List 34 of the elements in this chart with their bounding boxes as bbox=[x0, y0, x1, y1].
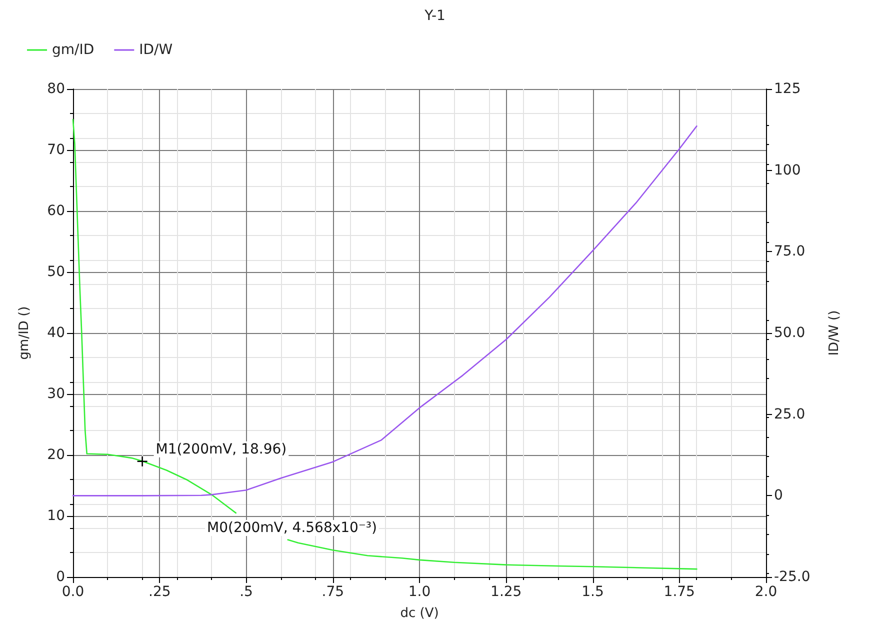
annotation: M1(200mV, 18.96) bbox=[156, 441, 287, 458]
annotation: M0(200mV, 4.568x10⁻³) bbox=[207, 520, 377, 536]
x-tick-label: .75 bbox=[322, 584, 344, 600]
y-tick-label: 70 bbox=[47, 142, 65, 158]
x-tick-label: .5 bbox=[240, 584, 253, 600]
y-tick-label: 50 bbox=[47, 264, 65, 280]
chart-title: Y-1 bbox=[424, 8, 446, 24]
x-tick-label: .25 bbox=[148, 584, 171, 600]
y2-tick-label: -25.0 bbox=[774, 569, 810, 585]
y-tick-label: 40 bbox=[47, 325, 65, 341]
x-tick-label: 1.75 bbox=[664, 584, 695, 600]
y2-tick-label: 75.0 bbox=[774, 244, 806, 260]
y2-tick-label: 50.0 bbox=[774, 325, 806, 341]
y-tick-label: 60 bbox=[47, 203, 65, 219]
x-axis-title: dc (V) bbox=[400, 606, 439, 621]
x-tick-label: 1.25 bbox=[490, 584, 522, 600]
y-tick-label: 20 bbox=[47, 447, 65, 463]
y-tick-label: 10 bbox=[47, 508, 65, 524]
x-tick-label: 1.0 bbox=[408, 584, 431, 600]
y2-tick-label: 0 bbox=[774, 488, 783, 504]
y2-axis-title: ID/W () bbox=[827, 310, 842, 356]
y-tick-label: 80 bbox=[47, 81, 65, 97]
x-tick-label: 2.0 bbox=[754, 584, 778, 600]
line-series bbox=[72, 125, 698, 496]
y2-tick-label: 100 bbox=[774, 162, 801, 178]
x-tick-label: 0.0 bbox=[62, 584, 84, 600]
y2-tick-label: 125 bbox=[774, 81, 801, 97]
legend-label: gm/ID bbox=[52, 42, 94, 58]
y-axis-title: gm/ID () bbox=[17, 306, 32, 360]
y-tick-label: 0 bbox=[56, 569, 65, 585]
x-tick-label: 1.5 bbox=[582, 584, 604, 600]
legend-label: ID/W bbox=[139, 42, 173, 58]
y2-tick-label: 25.0 bbox=[774, 406, 806, 422]
y-tick-label: 30 bbox=[47, 386, 65, 402]
